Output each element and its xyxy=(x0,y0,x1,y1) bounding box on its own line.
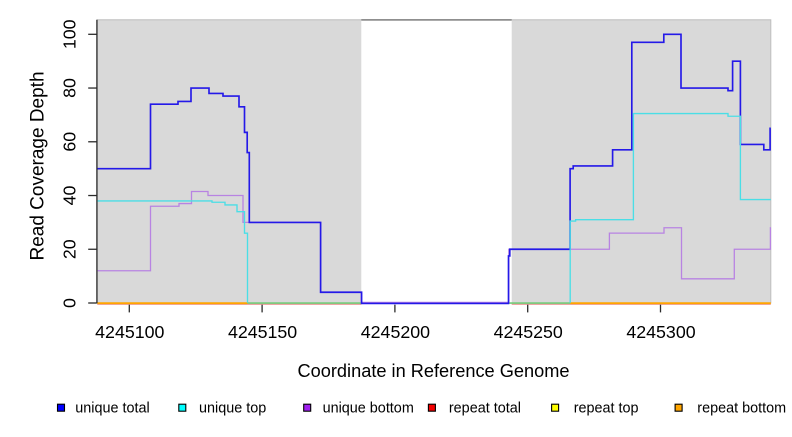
svg-text:0: 0 xyxy=(59,298,79,308)
svg-text:60: 60 xyxy=(59,132,79,152)
svg-text:4245300: 4245300 xyxy=(626,322,695,342)
svg-text:repeat total: repeat total xyxy=(449,400,521,416)
svg-text:4245250: 4245250 xyxy=(494,322,563,342)
svg-text:unique bottom: unique bottom xyxy=(323,400,414,416)
svg-text:Coordinate in Reference Genome: Coordinate in Reference Genome xyxy=(298,361,570,381)
svg-text:4245150: 4245150 xyxy=(228,322,297,342)
svg-text:4245100: 4245100 xyxy=(95,322,164,342)
svg-text:repeat bottom: repeat bottom xyxy=(697,400,786,416)
svg-text:4245200: 4245200 xyxy=(361,322,430,342)
svg-text:20: 20 xyxy=(59,239,79,259)
svg-text:80: 80 xyxy=(59,78,79,98)
svg-text:unique total: unique total xyxy=(75,400,149,416)
svg-text:repeat top: repeat top xyxy=(574,400,639,416)
svg-text:Read Coverage Depth: Read Coverage Depth xyxy=(28,71,49,260)
svg-text:unique top: unique top xyxy=(199,400,266,416)
svg-text:40: 40 xyxy=(59,186,79,206)
svg-text:100: 100 xyxy=(59,19,79,49)
